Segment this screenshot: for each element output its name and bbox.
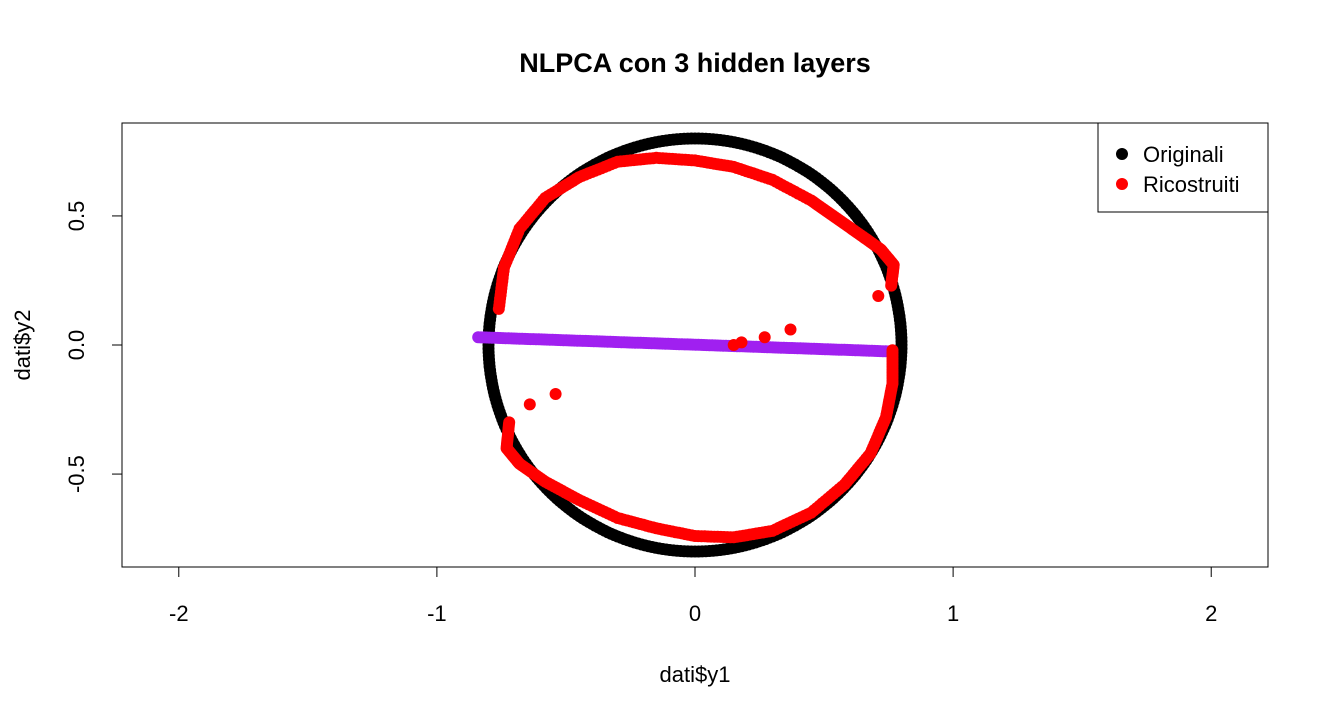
point-ricostruiti	[758, 331, 771, 344]
data-points	[472, 132, 908, 558]
point-ricostruiti	[872, 290, 885, 302]
point-ricostruiti	[549, 388, 562, 400]
x-axis: -2 -1 0 1 2	[169, 566, 1217, 626]
point-ricostruiti	[523, 398, 536, 411]
point-ricostruiti	[886, 344, 899, 357]
x-axis-label: dati$y1	[660, 662, 731, 687]
x-tick-label: 2	[1205, 601, 1217, 626]
legend-marker-ricostruiti	[1116, 178, 1128, 190]
legend-marker-originali	[1116, 148, 1128, 160]
y-tick-label: -0.5	[64, 455, 89, 493]
chart-title: NLPCA con 3 hidden layers	[519, 48, 871, 78]
point-originali	[895, 342, 908, 355]
x-tick-label: 1	[947, 601, 959, 626]
legend-label-originali: Originali	[1143, 142, 1224, 167]
y-tick-label: 0.5	[64, 201, 89, 232]
point-ricostruiti	[735, 336, 748, 349]
x-tick-label: -1	[427, 601, 447, 626]
x-tick-label: -2	[169, 601, 189, 626]
legend-box	[1097, 122, 1269, 213]
y-axis-label: dati$y2	[10, 310, 35, 381]
legend: Originali Ricostruiti	[1097, 122, 1269, 213]
y-axis: -0.5 0.0 0.5	[64, 201, 123, 493]
x-tick-label: 0	[689, 601, 701, 626]
legend-label-ricostruiti: Ricostruiti	[1143, 172, 1240, 197]
point-ricostruiti	[885, 279, 898, 292]
point-ricostruiti	[784, 323, 797, 336]
y-tick-label: 0.0	[64, 330, 89, 361]
